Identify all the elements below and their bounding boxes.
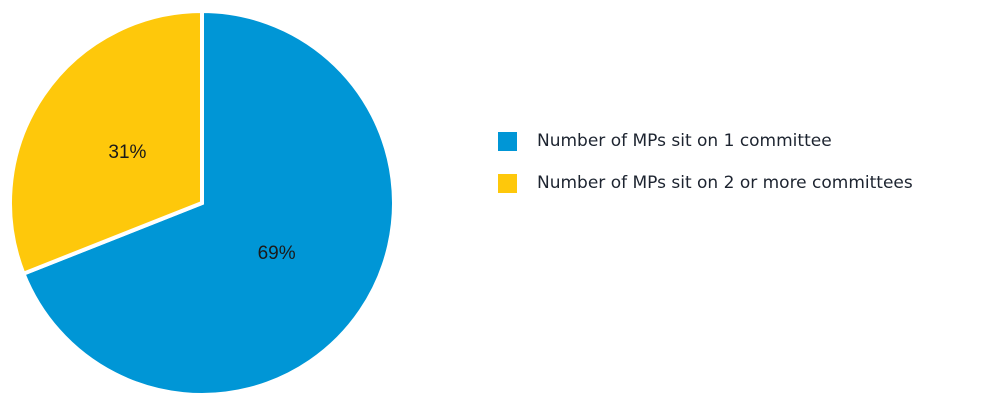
legend-label-2: Number of MPs sit on 2 or more committee… [537,173,913,193]
legend-swatch-2 [498,173,517,193]
chart-legend: Number of MPs sit on 1 committee Number o… [498,127,913,211]
pie-slice-2-label: 31% [108,142,146,163]
legend-item-1: Number of MPs sit on 1 committee [498,127,913,155]
pie-chart-plot: 69% 31% [8,8,396,396]
pie-slice-2 [8,8,204,277]
legend-item-2: Number of MPs sit on 2 or more committee… [498,169,913,197]
pie-data-labels: 69% 31% [108,142,295,264]
legend-label-1: Number of MPs sit on 1 committee [537,131,832,151]
pie-slice-1-label: 69% [258,243,296,264]
pie-slices [8,8,396,396]
legend-swatch-1 [498,131,517,151]
pie-slice-1 [20,8,396,396]
